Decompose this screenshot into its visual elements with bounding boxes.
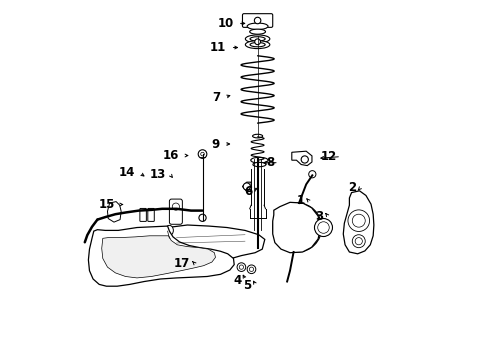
Circle shape <box>295 211 299 215</box>
Circle shape <box>199 214 206 221</box>
Text: 4: 4 <box>233 274 242 287</box>
Polygon shape <box>168 225 265 264</box>
FancyBboxPatch shape <box>170 199 182 224</box>
Circle shape <box>287 237 291 241</box>
Circle shape <box>201 152 204 156</box>
Circle shape <box>273 203 321 252</box>
Text: 16: 16 <box>163 149 179 162</box>
Text: 3: 3 <box>316 210 323 222</box>
Circle shape <box>315 219 333 237</box>
Text: 1: 1 <box>296 194 304 207</box>
Text: 13: 13 <box>149 168 166 181</box>
Text: 7: 7 <box>212 91 220 104</box>
Circle shape <box>303 237 308 241</box>
Ellipse shape <box>250 37 265 41</box>
Text: 14: 14 <box>119 166 135 179</box>
FancyBboxPatch shape <box>148 208 154 221</box>
Circle shape <box>352 235 365 248</box>
Circle shape <box>301 156 308 163</box>
Ellipse shape <box>245 35 270 43</box>
Polygon shape <box>273 202 320 253</box>
Polygon shape <box>343 191 374 254</box>
Circle shape <box>198 150 207 158</box>
Ellipse shape <box>252 134 263 138</box>
Circle shape <box>281 221 286 225</box>
Circle shape <box>355 238 363 245</box>
Circle shape <box>249 267 254 271</box>
FancyBboxPatch shape <box>140 208 147 221</box>
Circle shape <box>239 265 244 269</box>
Polygon shape <box>107 202 121 222</box>
Circle shape <box>309 171 316 178</box>
Circle shape <box>352 214 365 227</box>
Text: 12: 12 <box>320 150 337 163</box>
Ellipse shape <box>253 162 266 167</box>
Polygon shape <box>243 182 251 192</box>
Circle shape <box>318 222 329 233</box>
FancyBboxPatch shape <box>243 14 273 27</box>
Circle shape <box>247 265 256 274</box>
Text: 5: 5 <box>243 279 251 292</box>
Circle shape <box>243 183 250 190</box>
Polygon shape <box>292 151 312 166</box>
Circle shape <box>254 17 261 24</box>
Ellipse shape <box>250 42 265 47</box>
Text: 17: 17 <box>174 257 190 270</box>
Ellipse shape <box>251 157 268 163</box>
Circle shape <box>255 39 261 45</box>
Text: 6: 6 <box>244 185 252 198</box>
Ellipse shape <box>250 29 266 34</box>
Circle shape <box>237 263 245 271</box>
Text: 10: 10 <box>217 17 233 30</box>
Circle shape <box>279 210 315 246</box>
Ellipse shape <box>247 23 268 30</box>
Circle shape <box>309 221 313 225</box>
Text: 15: 15 <box>98 198 115 211</box>
Ellipse shape <box>245 41 270 49</box>
Text: 8: 8 <box>266 156 274 169</box>
Text: 9: 9 <box>212 138 220 150</box>
Circle shape <box>293 223 301 232</box>
Polygon shape <box>88 226 234 286</box>
Ellipse shape <box>166 225 173 235</box>
Polygon shape <box>102 236 216 278</box>
Text: 11: 11 <box>210 41 226 54</box>
Circle shape <box>286 217 308 238</box>
Text: 2: 2 <box>348 181 356 194</box>
Circle shape <box>172 203 179 210</box>
Circle shape <box>348 210 369 231</box>
